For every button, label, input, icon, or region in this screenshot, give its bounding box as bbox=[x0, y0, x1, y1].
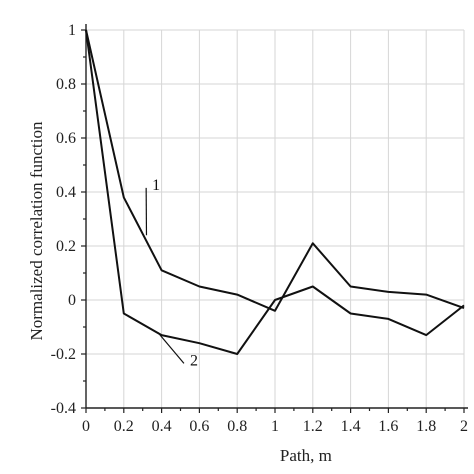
series-2-label: 2 bbox=[190, 352, 198, 369]
series-lines bbox=[85, 29, 465, 364]
x-tick-label: 0.4 bbox=[152, 418, 172, 435]
x-tick-label: 0.8 bbox=[227, 418, 247, 435]
x-tick-label: 0 bbox=[82, 418, 90, 435]
axes bbox=[81, 24, 468, 413]
y-axis-title: Normalized correlation function bbox=[27, 121, 46, 341]
series-2-leader bbox=[157, 332, 185, 364]
y-tick-label: 1 bbox=[68, 22, 76, 39]
y-tick-label: -0.4 bbox=[51, 400, 76, 417]
x-tick-label: 2 bbox=[460, 418, 468, 435]
x-tick-label: 1.4 bbox=[341, 418, 361, 435]
x-tick-label: 0.2 bbox=[114, 418, 134, 435]
y-tick-label: 0.2 bbox=[56, 238, 76, 255]
x-tick-label: 1.8 bbox=[416, 418, 436, 435]
y-tick-label: 0.4 bbox=[56, 184, 76, 201]
x-tick-label: 1.2 bbox=[303, 418, 323, 435]
x-tick-label: 1 bbox=[271, 418, 279, 435]
series-1-label: 1 bbox=[152, 177, 160, 194]
x-tick-label: 1.6 bbox=[378, 418, 398, 435]
y-tick-label: 0 bbox=[68, 292, 76, 309]
x-tick-label: 0.6 bbox=[189, 418, 209, 435]
grid bbox=[85, 29, 465, 409]
y-tick-label: -0.2 bbox=[51, 346, 76, 363]
y-tick-label: 0.6 bbox=[56, 130, 76, 147]
y-tick-label: 0.8 bbox=[56, 76, 76, 93]
x-axis-title: Path, m bbox=[280, 446, 332, 465]
tick-labels: 0 0.2 0.4 0.6 0.8 1 1.2 1.4 1.6 1.8 2 1 0.8 0.6 0.4 0.2… bbox=[51, 22, 468, 435]
